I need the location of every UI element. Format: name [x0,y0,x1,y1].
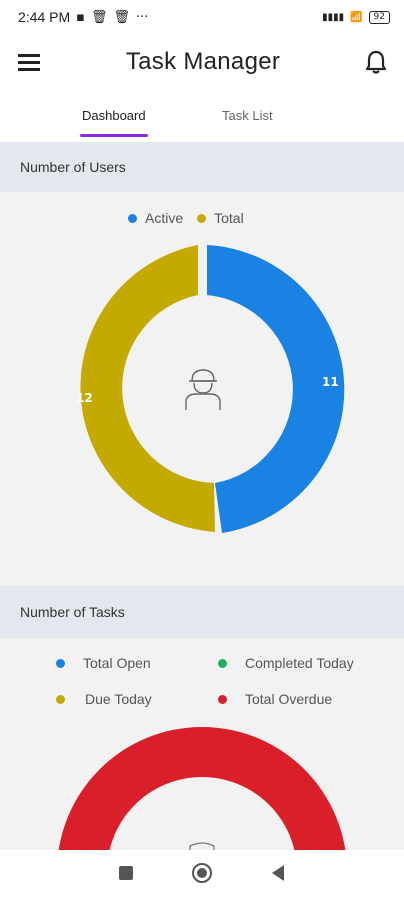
trash-icon: 🗑 [90,9,108,25]
users-donut-chart: 11 12 [76,245,345,533]
tasks-legend-total-open: Total Open [56,655,151,671]
more-icon: ··· [135,9,149,25]
battery-icon: 92 [368,10,390,24]
tab-dashboard-label: Dashboard [82,108,146,123]
bell-icon[interactable] [362,48,390,76]
trash-icon-2: 🗑 [113,9,130,25]
app-bar: Task Manager [0,34,404,90]
donut-slice-total-overdue[interactable] [57,727,347,850]
tab-task-list-label: Task List [222,108,273,123]
tasks-donut-chart [57,727,347,850]
tasks-center-icon [189,842,215,850]
donut-slice-total[interactable] [80,245,216,532]
page-title: Task Manager [125,48,281,75]
signal-icon: ▮▮▮▮ [322,11,345,23]
legend-dot-completed-today [218,658,227,668]
tasks-legend-completed-today: Completed Today [218,655,354,671]
users-section-title: Number of Users [20,159,126,175]
menu-icon[interactable] [16,48,44,76]
home-button[interactable] [191,862,213,888]
legend-label-active: Active [145,210,184,226]
notification-icon: ▪ [76,9,85,25]
status-bar: 2:44 PM ▪ 🗑 🗑 ··· ▮▮▮▮ 📶 92 [0,0,404,34]
legend-dot-total-overdue [218,694,227,704]
legend-dot-total [197,213,207,223]
wifi-icon: 📶 [350,11,363,23]
legend-label-completed-today: Completed Today [245,655,354,671]
total-value-label: 12 [76,391,93,405]
legend-dot-active [128,213,137,223]
tab-task-list[interactable]: Task List [222,108,273,123]
status-right: ▮▮▮▮ 📶 92 [322,10,390,24]
tab-dashboard[interactable]: Dashboard [80,108,148,137]
users-section-header: Number of Users [0,142,404,192]
tasks-section-header: Number of Tasks [0,586,404,638]
legend-label-due-today: Due Today [85,691,152,707]
legend-dot-total-open [56,658,65,668]
legend-label-total-overdue: Total Overdue [245,691,333,707]
legend-dot-due-today [56,694,65,704]
tasks-legend-due-today: Due Today [56,691,152,707]
tasks-legend-total-overdue: Total Overdue [218,691,332,707]
recents-button[interactable] [118,865,134,885]
status-left: 2:44 PM ▪ 🗑 🗑 ··· [18,9,148,25]
users-legend: Active Total [128,210,244,226]
tasks-section-title: Number of Tasks [20,604,125,620]
system-nav-bar [0,850,404,900]
legend-label-total: Total [214,210,244,226]
legend-label-total-open: Total Open [83,655,151,671]
tab-bar: Dashboard Task List [0,90,404,142]
back-button[interactable] [270,864,286,886]
status-time: 2:44 PM [18,9,71,25]
tab-active-indicator [80,134,148,137]
donut-slice-active[interactable] [207,245,345,533]
active-value-label: 11 [322,375,339,389]
worker-icon [185,369,221,410]
